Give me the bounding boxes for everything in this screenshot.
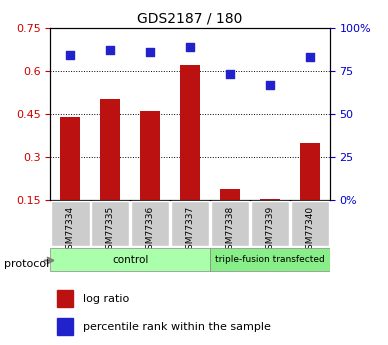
Point [227,71,233,77]
Text: protocol: protocol [4,259,49,269]
Bar [220,189,240,200]
Point [107,47,113,53]
Bar [57,318,73,335]
Text: percentile rank within the sample: percentile rank within the sample [83,322,271,332]
Bar [260,199,280,200]
Text: GSM77335: GSM77335 [106,206,115,255]
FancyBboxPatch shape [251,201,289,246]
Text: log ratio: log ratio [83,294,129,304]
FancyBboxPatch shape [171,201,209,246]
Text: GSM77340: GSM77340 [305,206,314,255]
Bar [180,65,200,200]
FancyBboxPatch shape [50,248,210,271]
Bar [57,290,73,307]
FancyBboxPatch shape [91,201,130,246]
Bar [100,99,120,200]
Point [67,52,73,58]
Point [147,49,153,55]
Title: GDS2187 / 180: GDS2187 / 180 [137,11,243,25]
Point [267,82,273,87]
FancyBboxPatch shape [131,201,169,246]
Text: GSM77334: GSM77334 [66,206,75,255]
Bar [140,111,160,200]
Text: GSM77339: GSM77339 [265,206,274,255]
Point [307,54,313,60]
Bar [300,142,320,200]
Point [187,44,193,49]
Text: GSM77336: GSM77336 [146,206,155,255]
FancyBboxPatch shape [210,248,330,271]
Bar [61,117,80,200]
FancyBboxPatch shape [291,201,329,246]
Text: triple-fusion transfected: triple-fusion transfected [215,255,325,264]
FancyBboxPatch shape [211,201,249,246]
Text: GSM77338: GSM77338 [225,206,234,255]
FancyBboxPatch shape [51,201,90,246]
Text: control: control [112,255,149,265]
Text: GSM77337: GSM77337 [185,206,195,255]
